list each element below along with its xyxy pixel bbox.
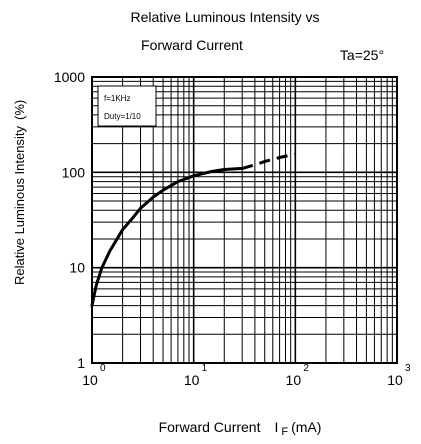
series-line-dashed [241, 152, 296, 170]
x-axis-label: Forward Current I F (mA) [159, 419, 322, 438]
x-tick-label: 103 [387, 363, 411, 388]
x-tick-base: 10 [286, 372, 302, 388]
x-tick-exponent: 3 [405, 363, 411, 374]
x-tick-label: 100 [82, 363, 106, 388]
x-tick-label: 101 [184, 363, 208, 388]
y-tick-label: 1000 [54, 69, 85, 85]
data-series [90, 152, 296, 308]
x-tick-label: 102 [286, 363, 310, 388]
y-axis-label: Relative Luminous Intensity (%) [12, 100, 27, 285]
x-tick-base: 10 [387, 372, 403, 388]
x-tick-exponent: 1 [202, 363, 208, 374]
series-line-solid [90, 166, 244, 308]
plot-frame [91, 76, 398, 364]
chart-title-line2: Forward Current [141, 37, 243, 53]
x-tick-base: 10 [184, 372, 200, 388]
chart-title-line1: Relative Luminous Intensity vs [130, 9, 319, 25]
legend-background [97, 85, 157, 127]
x-axis-subscript: F [281, 426, 288, 438]
y-tick-labels: 1 10 100 1000 [54, 69, 85, 371]
x-tick-exponent: 2 [303, 363, 309, 374]
y-axis-unit: (%) [12, 100, 27, 120]
x-tick-exponent: 0 [100, 363, 106, 374]
y-tick-label: 10 [69, 260, 85, 276]
y-tick-label: 1 [77, 355, 85, 371]
x-tick-base: 10 [82, 372, 98, 388]
y-axis-label-text: Relative Luminous Intensity [12, 126, 27, 285]
grid [91, 76, 398, 364]
plot-border [91, 76, 398, 364]
legend-line-frequency: f=1KHz [104, 94, 130, 103]
x-axis-unit: (mA) [291, 419, 321, 435]
x-axis-label-text: Forward Current [159, 419, 261, 435]
condition-label: Ta=25° [340, 47, 384, 63]
y-tick-label: 100 [62, 164, 86, 180]
x-axis-symbol: I [274, 419, 278, 435]
legend-line-duty: Duty=1/10 [104, 112, 141, 121]
legend-box: f=1KHz Duty=1/10 [97, 85, 157, 127]
